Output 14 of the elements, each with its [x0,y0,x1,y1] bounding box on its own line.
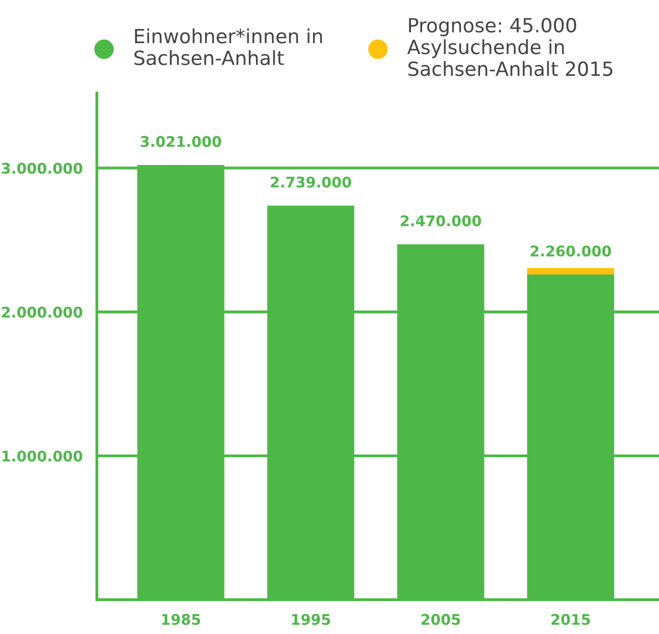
x-tick-label: 2005 [422,614,460,625]
bar [527,268,614,275]
x-tick-label: 2015 [552,614,590,625]
x-tick-label: 1995 [292,614,330,625]
legend-label: Einwohner*innen in Sachsen-Anhalt [134,28,322,66]
data-label: 2.260.000 [530,246,611,257]
data-label: 2.739.000 [270,176,352,188]
y-tick-label: 2.000.000 [2,306,82,318]
data-label: 2.470.000 [400,215,482,226]
x-tick-label: 1985 [162,614,200,625]
legend-label: Prognose: 45.000 Asylsuchende in Sachsen-Anhalt 2015 [407,18,612,76]
y-tick-label: 1.000.000 [2,450,82,462]
y-tick-label: 3.000.000 [2,162,82,174]
data-label: 3.021.000 [140,136,222,148]
